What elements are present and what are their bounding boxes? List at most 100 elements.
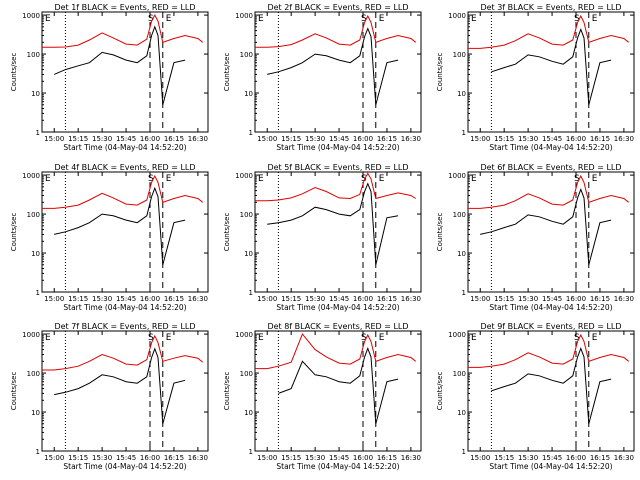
plot-frame: [467, 330, 635, 452]
y-tick-label: 10: [31, 409, 40, 417]
plot-frame: [254, 171, 422, 293]
x-tick-label: 15:15: [494, 295, 514, 303]
detector-panel-3: Det 3f BLACK = Events, RED = LLD 1 10 100 10…: [436, 3, 635, 152]
y-tick-label: 100: [453, 211, 466, 219]
x-tick-label: 15:30: [305, 135, 325, 143]
x-tick-label: 16:15: [377, 454, 397, 462]
x-tick-label: 15:15: [494, 135, 514, 143]
x-axis-label: Start Time (04-May-04 14:52:20): [63, 143, 186, 152]
panel-title: Det 8f BLACK = Events, RED = LLD: [267, 322, 408, 331]
marker-label-start: S: [574, 333, 580, 343]
y-tick-label: 1: [462, 129, 466, 137]
x-axis-label: Start Time (04-May-04 14:52:20): [276, 303, 399, 312]
marker-label-left: E: [471, 174, 477, 184]
y-tick-label: 10: [457, 409, 466, 417]
series-events-line: [54, 25, 186, 105]
x-tick-label: 15:30: [92, 135, 112, 143]
marker-label-left: E: [258, 14, 264, 24]
x-axis-label: Start Time (04-May-04 14:52:20): [63, 462, 186, 471]
y-tick-label: 100: [240, 51, 253, 59]
detector-panel-2: Det 2f BLACK = Events, RED = LLD 1 10 100 10…: [223, 3, 422, 152]
x-axis-label: Start Time (04-May-04 14:52:20): [489, 303, 612, 312]
panel-title: Det 6f BLACK = Events, RED = LLD: [480, 163, 621, 172]
series-lld-line: [42, 334, 204, 371]
marker-label-start: S: [148, 14, 154, 24]
y-tick-label: 1: [36, 448, 40, 456]
y-tick-label: 1: [249, 448, 253, 456]
series-events-line: [54, 347, 186, 424]
marker-label-end: E: [379, 333, 385, 343]
marker-label-left: E: [471, 333, 477, 343]
series-lld-line: [468, 14, 630, 49]
y-tick-label: 1000: [448, 331, 466, 339]
y-axis-label: Counts/sec: [10, 53, 18, 92]
marker-label-end: E: [166, 174, 172, 184]
x-tick-label: 16:30: [401, 135, 421, 143]
y-tick-label: 10: [457, 90, 466, 98]
series-lld-line: [42, 14, 204, 48]
x-tick-label: 16:30: [614, 295, 634, 303]
plot-frame: [254, 330, 422, 452]
x-tick-label: 15:30: [518, 135, 538, 143]
x-tick-label: 16:15: [164, 135, 184, 143]
y-axis-label: Counts/sec: [436, 372, 444, 411]
x-axis-label: Start Time (04-May-04 14:52:20): [489, 143, 612, 152]
detector-panel-7: Det 7f BLACK = Events, RED = LLD 1 10 100 10…: [10, 322, 209, 471]
plot-frame: [41, 171, 209, 293]
panel-title: Det 3f BLACK = Events, RED = LLD: [480, 3, 621, 12]
x-tick-label: 15:15: [68, 295, 88, 303]
marker-label-left: E: [471, 14, 477, 24]
y-tick-label: 10: [244, 90, 253, 98]
y-axis-label: Counts/sec: [10, 372, 18, 411]
x-tick-label: 15:30: [92, 454, 112, 462]
detector-panel-9: Det 9f BLACK = Events, RED = LLD 1 10 100 10…: [436, 322, 635, 471]
x-tick-label: 15:45: [542, 454, 562, 462]
y-axis-label: Counts/sec: [436, 213, 444, 252]
marker-label-left: E: [258, 333, 264, 343]
plot-frame: [254, 11, 422, 133]
x-tick-label: 15:45: [329, 295, 349, 303]
marker-label-start: S: [574, 174, 580, 184]
marker-label-end: E: [166, 333, 172, 343]
y-axis-label: Counts/sec: [436, 53, 444, 92]
y-tick-label: 10: [244, 250, 253, 258]
detector-panel-1: Det 1f BLACK = Events, RED = LLD 1 10 100 10…: [10, 3, 209, 152]
marker-label-left: E: [45, 174, 51, 184]
x-axis-label: Start Time (04-May-04 14:52:20): [276, 462, 399, 471]
marker-label-start: S: [361, 174, 367, 184]
y-tick-label: 1000: [448, 172, 466, 180]
x-tick-label: 16:00: [140, 295, 160, 303]
y-tick-label: 100: [240, 211, 253, 219]
x-tick-label: 15:30: [518, 454, 538, 462]
y-tick-label: 10: [244, 409, 253, 417]
x-tick-label: 15:45: [116, 454, 136, 462]
x-tick-label: 16:00: [353, 295, 373, 303]
series-events-line: [491, 346, 612, 424]
x-tick-label: 15:00: [257, 454, 277, 462]
x-tick-label: 15:45: [329, 454, 349, 462]
x-tick-label: 15:15: [68, 454, 88, 462]
series-events-line: [278, 346, 399, 424]
marker-label-start: S: [574, 14, 580, 24]
y-tick-label: 1000: [22, 12, 40, 20]
x-tick-label: 16:00: [353, 135, 373, 143]
x-tick-label: 16:15: [590, 295, 610, 303]
x-axis-label: Start Time (04-May-04 14:52:20): [276, 143, 399, 152]
x-tick-label: 15:15: [281, 135, 301, 143]
x-tick-label: 16:15: [590, 135, 610, 143]
y-tick-label: 10: [31, 90, 40, 98]
x-tick-label: 16:15: [590, 454, 610, 462]
marker-label-left: E: [258, 174, 264, 184]
detector-panel-8: Det 8f BLACK = Events, RED = LLD 1 10 100 10…: [223, 322, 422, 471]
panel-title: Det 7f BLACK = Events, RED = LLD: [54, 322, 195, 331]
y-tick-label: 1: [36, 289, 40, 297]
y-tick-label: 100: [240, 370, 253, 378]
x-tick-label: 16:00: [566, 135, 586, 143]
series-lld-line: [255, 14, 417, 48]
marker-label-end: E: [379, 14, 385, 24]
detector-panel-6: Det 6f BLACK = Events, RED = LLD 1 10 100 10…: [436, 163, 635, 312]
panel-title: Det 9f BLACK = Events, RED = LLD: [480, 322, 621, 331]
marker-label-start: S: [148, 333, 154, 343]
x-tick-label: 15:15: [281, 454, 301, 462]
x-tick-label: 15:30: [305, 295, 325, 303]
